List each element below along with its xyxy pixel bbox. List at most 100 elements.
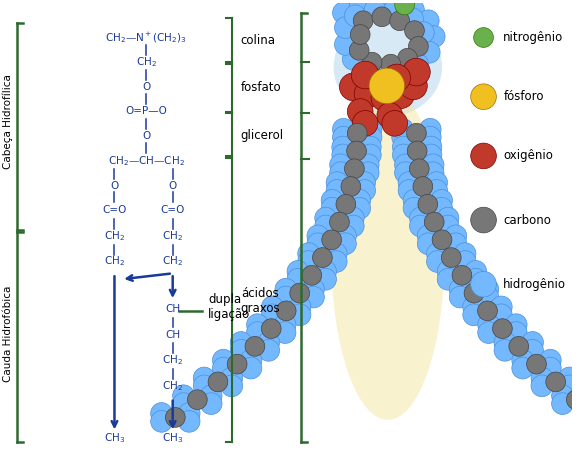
Circle shape [240, 349, 262, 371]
Circle shape [349, 198, 371, 219]
Text: fósforo: fósforo [503, 90, 544, 103]
Circle shape [398, 172, 420, 194]
Circle shape [315, 215, 336, 237]
Circle shape [431, 198, 452, 219]
Circle shape [418, 10, 439, 32]
Circle shape [329, 154, 351, 176]
Circle shape [275, 286, 297, 308]
Circle shape [335, 225, 356, 247]
Circle shape [221, 367, 242, 389]
Text: CH$_3$: CH$_3$ [162, 431, 183, 445]
Circle shape [394, 154, 416, 176]
Circle shape [512, 349, 534, 371]
Text: O: O [169, 180, 177, 190]
Circle shape [465, 261, 487, 282]
Text: Cabeça Hidrofílica: Cabeça Hidrofílica [3, 74, 13, 169]
Circle shape [407, 123, 426, 143]
Circle shape [360, 118, 382, 140]
Circle shape [477, 286, 499, 308]
Circle shape [240, 357, 262, 379]
Circle shape [329, 212, 349, 232]
Circle shape [200, 385, 222, 406]
Circle shape [471, 143, 496, 169]
Text: CH: CH [165, 304, 180, 314]
Circle shape [471, 84, 496, 109]
Circle shape [151, 410, 172, 432]
Text: CH$_2$: CH$_2$ [162, 379, 183, 393]
Circle shape [307, 225, 329, 247]
Circle shape [307, 233, 329, 255]
Circle shape [360, 144, 381, 166]
Circle shape [369, 68, 405, 104]
Circle shape [382, 111, 408, 136]
Circle shape [474, 27, 494, 47]
Circle shape [574, 410, 580, 432]
Circle shape [178, 403, 200, 424]
Circle shape [452, 266, 472, 285]
Circle shape [407, 141, 427, 161]
Circle shape [392, 126, 414, 148]
Circle shape [445, 225, 467, 247]
Circle shape [335, 17, 356, 39]
Circle shape [354, 180, 375, 201]
Circle shape [463, 296, 484, 318]
Circle shape [512, 357, 534, 379]
Circle shape [423, 26, 445, 47]
Circle shape [552, 385, 574, 406]
Ellipse shape [334, 18, 442, 117]
Circle shape [357, 154, 379, 176]
Circle shape [354, 172, 375, 194]
Circle shape [173, 393, 194, 414]
Circle shape [302, 266, 322, 285]
Circle shape [246, 322, 269, 343]
Circle shape [275, 278, 297, 300]
Circle shape [371, 84, 398, 112]
Circle shape [178, 410, 200, 432]
Circle shape [326, 172, 348, 194]
Circle shape [405, 21, 425, 40]
Circle shape [353, 11, 373, 31]
Circle shape [342, 48, 364, 70]
Circle shape [393, 136, 414, 158]
Circle shape [329, 162, 351, 184]
Circle shape [367, 0, 389, 12]
Circle shape [326, 180, 348, 201]
Circle shape [381, 54, 401, 74]
Circle shape [374, 61, 396, 83]
Circle shape [332, 2, 354, 24]
Circle shape [418, 233, 439, 255]
Text: nitrogênio: nitrogênio [503, 31, 564, 44]
Circle shape [258, 332, 280, 353]
Circle shape [437, 268, 459, 290]
Circle shape [187, 390, 207, 410]
Circle shape [454, 243, 476, 265]
Text: O: O [142, 131, 150, 141]
Circle shape [339, 73, 367, 101]
Circle shape [347, 99, 373, 124]
Circle shape [437, 215, 459, 237]
Circle shape [341, 177, 361, 196]
Circle shape [546, 372, 566, 392]
Circle shape [398, 180, 420, 201]
Text: oxigênio: oxigênio [503, 149, 553, 162]
Circle shape [354, 80, 382, 108]
Text: O: O [142, 82, 150, 92]
Circle shape [325, 243, 347, 265]
Circle shape [478, 322, 499, 343]
Circle shape [364, 0, 386, 21]
Circle shape [390, 11, 409, 31]
Circle shape [454, 251, 476, 272]
Circle shape [212, 357, 234, 379]
Circle shape [471, 271, 496, 297]
Text: carbono: carbono [503, 214, 551, 226]
Circle shape [315, 268, 336, 290]
Circle shape [321, 198, 343, 219]
Circle shape [426, 180, 448, 201]
Circle shape [313, 248, 332, 267]
Circle shape [505, 314, 527, 336]
Text: CH: CH [165, 329, 180, 340]
Circle shape [426, 251, 448, 272]
Circle shape [464, 283, 484, 303]
Text: C=O: C=O [161, 205, 185, 215]
Text: C=O: C=O [102, 205, 126, 215]
